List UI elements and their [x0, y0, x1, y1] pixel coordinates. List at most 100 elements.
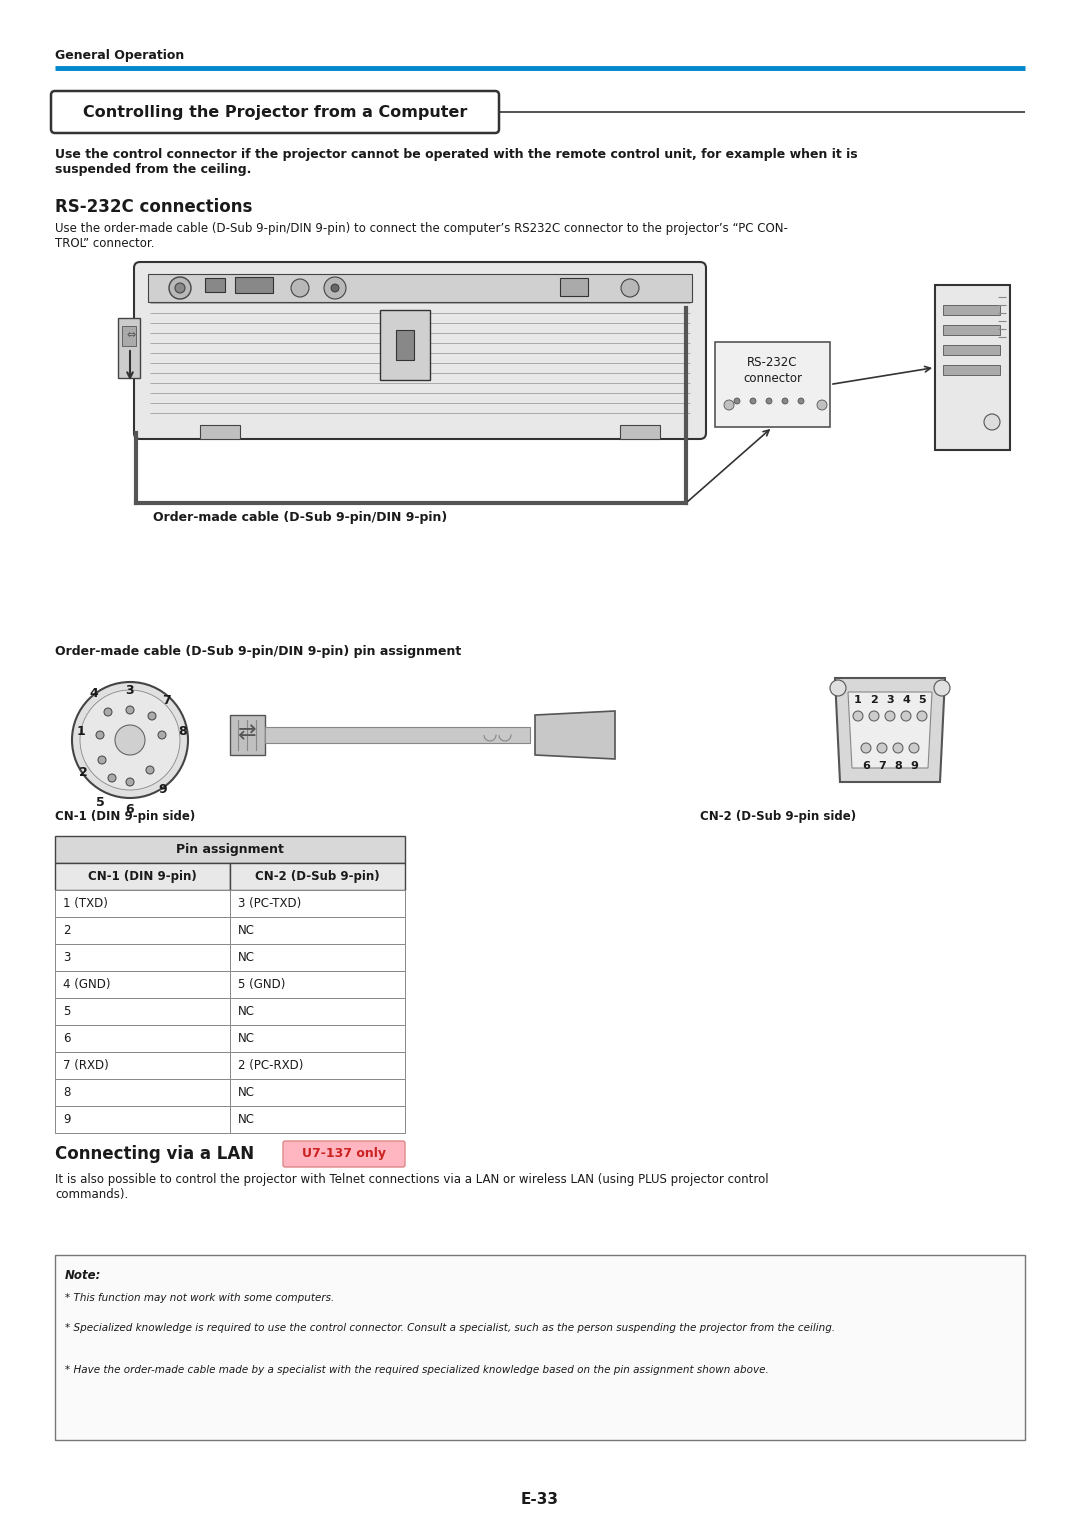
Circle shape — [104, 708, 112, 716]
Bar — [55, 1051, 230, 1079]
Circle shape — [126, 707, 134, 714]
Circle shape — [782, 398, 788, 404]
Circle shape — [175, 282, 185, 293]
Text: 7: 7 — [878, 761, 886, 771]
Circle shape — [324, 278, 346, 299]
Circle shape — [893, 743, 903, 752]
Text: CN-2 (D-Sub 9-pin): CN-2 (D-Sub 9-pin) — [255, 870, 380, 884]
Circle shape — [146, 766, 154, 774]
Bar — [943, 305, 1000, 314]
Text: 5: 5 — [96, 797, 105, 809]
Text: 2: 2 — [63, 925, 70, 937]
Text: 1 (TXD): 1 (TXD) — [63, 897, 108, 909]
Circle shape — [291, 279, 309, 298]
Bar — [55, 1025, 230, 1051]
Polygon shape — [848, 691, 932, 768]
Bar — [396, 330, 414, 360]
Polygon shape — [835, 678, 945, 781]
Bar — [230, 1079, 405, 1106]
Text: RS-232C connections: RS-232C connections — [55, 198, 253, 217]
Text: 2: 2 — [870, 694, 878, 705]
Text: 4 (GND): 4 (GND) — [63, 978, 110, 990]
Text: Order-made cable (D-Sub 9-pin/DIN 9-pin) pin assignment: Order-made cable (D-Sub 9-pin/DIN 9-pin)… — [55, 645, 461, 658]
Text: 5: 5 — [63, 1006, 70, 1018]
Text: 8: 8 — [894, 761, 902, 771]
Bar — [380, 310, 430, 380]
Circle shape — [80, 690, 180, 790]
Text: connector: connector — [743, 372, 802, 385]
Bar — [55, 1079, 230, 1106]
Text: 7 (RXD): 7 (RXD) — [63, 1059, 109, 1071]
Text: 7: 7 — [162, 694, 171, 707]
FancyBboxPatch shape — [134, 262, 706, 439]
Bar — [561, 278, 588, 296]
Bar — [55, 998, 230, 1025]
Circle shape — [108, 774, 116, 781]
Text: 8: 8 — [178, 725, 187, 739]
Text: CN-2 (D-Sub 9-pin side): CN-2 (D-Sub 9-pin side) — [700, 810, 856, 823]
Text: 1: 1 — [854, 694, 862, 705]
Circle shape — [330, 284, 339, 291]
Text: NC: NC — [238, 1032, 255, 1045]
Text: 6: 6 — [125, 803, 134, 816]
Bar — [230, 971, 405, 998]
Bar — [265, 726, 530, 743]
Text: 9: 9 — [63, 1112, 70, 1126]
Bar — [55, 1106, 230, 1132]
Text: 4: 4 — [902, 694, 910, 705]
Text: It is also possible to control the projector with Telnet connections via a LAN o: It is also possible to control the proje… — [55, 1173, 769, 1201]
Bar — [620, 426, 660, 439]
Bar — [715, 342, 831, 427]
Bar — [122, 327, 136, 346]
Text: 3 (PC-TXD): 3 (PC-TXD) — [238, 897, 301, 909]
Circle shape — [877, 743, 887, 752]
Circle shape — [853, 711, 863, 720]
Text: Connecting via a LAN: Connecting via a LAN — [55, 1144, 254, 1163]
Bar — [230, 890, 405, 917]
Text: ⇔: ⇔ — [126, 330, 135, 340]
Circle shape — [96, 731, 104, 739]
Text: 4: 4 — [90, 687, 98, 700]
Polygon shape — [727, 392, 816, 418]
Circle shape — [766, 398, 772, 404]
Text: CN-1 (DIN 9-pin side): CN-1 (DIN 9-pin side) — [55, 810, 195, 823]
Circle shape — [114, 725, 145, 755]
Text: Note:: Note: — [65, 1270, 102, 1282]
Bar — [55, 890, 230, 917]
Bar — [943, 365, 1000, 375]
Text: 2 (PC-RXD): 2 (PC-RXD) — [238, 1059, 303, 1071]
Circle shape — [621, 279, 639, 298]
Bar — [55, 971, 230, 998]
Text: U7-137 only: U7-137 only — [302, 1148, 386, 1160]
Circle shape — [885, 711, 895, 720]
Bar — [118, 317, 140, 378]
Bar — [230, 1025, 405, 1051]
Text: NC: NC — [238, 1006, 255, 1018]
Text: NC: NC — [238, 1087, 255, 1099]
Circle shape — [934, 681, 950, 696]
Circle shape — [750, 398, 756, 404]
Circle shape — [734, 398, 740, 404]
Circle shape — [917, 711, 927, 720]
Bar — [230, 864, 405, 890]
Text: 5: 5 — [918, 694, 926, 705]
Bar — [943, 345, 1000, 356]
Circle shape — [861, 743, 870, 752]
Text: 1: 1 — [76, 725, 85, 739]
Circle shape — [984, 414, 1000, 430]
Circle shape — [869, 711, 879, 720]
Text: General Operation: General Operation — [55, 49, 185, 63]
Text: 9: 9 — [159, 783, 167, 797]
FancyBboxPatch shape — [51, 92, 499, 133]
Bar — [55, 1254, 1025, 1441]
Circle shape — [158, 731, 166, 739]
Text: 3: 3 — [125, 684, 134, 697]
Text: * Have the order-made cable made by a specialist with the required specialized k: * Have the order-made cable made by a sp… — [65, 1364, 769, 1375]
Text: RS-232C: RS-232C — [747, 356, 798, 369]
Circle shape — [901, 711, 912, 720]
Text: * Specialized knowledge is required to use the control connector. Consult a spec: * Specialized knowledge is required to u… — [65, 1323, 835, 1334]
Text: Pin assignment: Pin assignment — [176, 842, 284, 856]
Bar — [230, 716, 265, 755]
Text: ⇄: ⇄ — [238, 723, 257, 743]
Circle shape — [98, 755, 106, 765]
